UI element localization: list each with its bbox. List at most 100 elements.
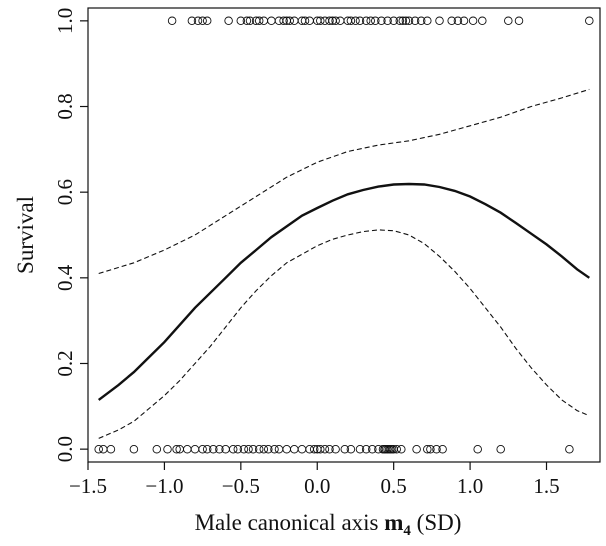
survived-point — [335, 16, 345, 26]
survived-point — [193, 16, 203, 26]
survived-point — [331, 16, 340, 26]
died-point — [152, 444, 162, 454]
x-tick-label: 1.0 — [457, 474, 483, 498]
died-point — [325, 444, 334, 454]
survived-point — [389, 16, 398, 26]
died-point — [496, 444, 505, 454]
survived-point — [290, 16, 299, 26]
survived-point — [395, 16, 405, 26]
survived-point — [351, 16, 360, 26]
died-point — [198, 444, 207, 454]
died-point — [392, 444, 401, 454]
x-axis: −1.5 −1.0 −0.5 0.0 0.5 1.0 1.5 — [69, 462, 560, 498]
survived-point — [224, 16, 233, 26]
y-tick-label: 0.8 — [53, 93, 77, 119]
died-point — [368, 444, 377, 454]
died-point — [340, 444, 350, 454]
x-axis-title-prefix: Male canonical axis — [195, 510, 385, 535]
died-point — [183, 444, 192, 454]
series-layer — [97, 88, 590, 439]
survived-point — [267, 16, 276, 26]
died-point — [290, 444, 299, 454]
died-point — [215, 444, 224, 454]
died-point — [412, 444, 421, 454]
died-point — [259, 444, 269, 454]
died-point — [361, 444, 371, 454]
died-point — [426, 444, 435, 454]
died-point — [432, 444, 441, 454]
survived-point — [245, 16, 255, 26]
died-point — [239, 444, 249, 454]
x-axis-title-subscript: 4 — [403, 523, 411, 539]
x-tick-label: 1.5 — [533, 474, 559, 498]
died-point — [233, 444, 243, 454]
survived-point — [447, 16, 456, 26]
y-tick-label: 0.2 — [53, 350, 77, 376]
survived-point — [300, 16, 310, 26]
x-axis-title-suffix: (SD) — [411, 510, 461, 535]
y-tick-label: 0.0 — [53, 436, 77, 462]
points-layer — [94, 16, 594, 454]
survived-point — [361, 16, 371, 26]
survived-point — [468, 16, 478, 26]
survived-point — [514, 16, 524, 26]
died-point — [565, 444, 574, 454]
survived-point — [285, 16, 294, 26]
survived-point — [401, 16, 411, 26]
died-point — [248, 444, 258, 454]
survived-point — [410, 16, 420, 26]
survived-point — [274, 16, 284, 26]
survived-point — [398, 16, 408, 26]
survived-point — [279, 16, 288, 26]
survived-point — [259, 16, 269, 26]
died-point — [438, 444, 447, 454]
y-axis-title: Survival — [13, 196, 38, 274]
died-point — [228, 444, 238, 454]
died-point — [423, 444, 432, 454]
died-point — [190, 444, 200, 454]
survived-point — [316, 16, 325, 26]
survived-point — [404, 16, 414, 26]
x-axis-title-bold: m — [384, 510, 403, 535]
x-tick-label: −1.0 — [145, 474, 183, 498]
survived-point — [377, 16, 386, 26]
survived-point — [416, 16, 426, 26]
survived-point — [325, 16, 334, 26]
died-point — [316, 444, 325, 454]
survived-point — [459, 16, 469, 26]
died-point — [282, 444, 291, 454]
survived-point — [366, 16, 375, 26]
survived-point — [320, 16, 330, 26]
survived-point — [371, 16, 380, 26]
survived-point — [355, 16, 365, 26]
series-line-lower-ci — [98, 229, 590, 439]
survived-point — [305, 16, 314, 26]
x-axis-title: Male canonical axis m4 (SD) — [195, 510, 462, 539]
died-point — [254, 444, 264, 454]
y-axis: 0.0 0.2 0.4 0.6 0.8 1.0 — [53, 8, 88, 462]
y-tick-label: 0.6 — [53, 179, 77, 205]
survived-point — [504, 16, 513, 26]
survived-point — [346, 16, 356, 26]
series-line-fit — [97, 182, 590, 401]
x-tick-label: 0.0 — [304, 474, 330, 498]
series-line-upper-ci — [98, 88, 590, 275]
survived-point — [254, 16, 264, 26]
died-point — [397, 444, 406, 454]
survived-point — [202, 16, 212, 26]
died-point — [129, 444, 139, 454]
x-tick-label: 0.5 — [381, 474, 407, 498]
died-point — [320, 444, 330, 454]
x-tick-label: −1.5 — [69, 474, 107, 498]
died-point — [106, 444, 116, 454]
survived-point — [198, 16, 207, 26]
survived-point — [236, 16, 246, 26]
survived-point — [423, 16, 432, 26]
x-tick-label: −0.5 — [222, 474, 260, 498]
y-tick-label: 1.0 — [53, 8, 77, 34]
died-point — [274, 444, 284, 454]
died-point — [163, 444, 172, 454]
died-point — [94, 444, 103, 454]
y-tick-label: 0.4 — [53, 264, 77, 291]
